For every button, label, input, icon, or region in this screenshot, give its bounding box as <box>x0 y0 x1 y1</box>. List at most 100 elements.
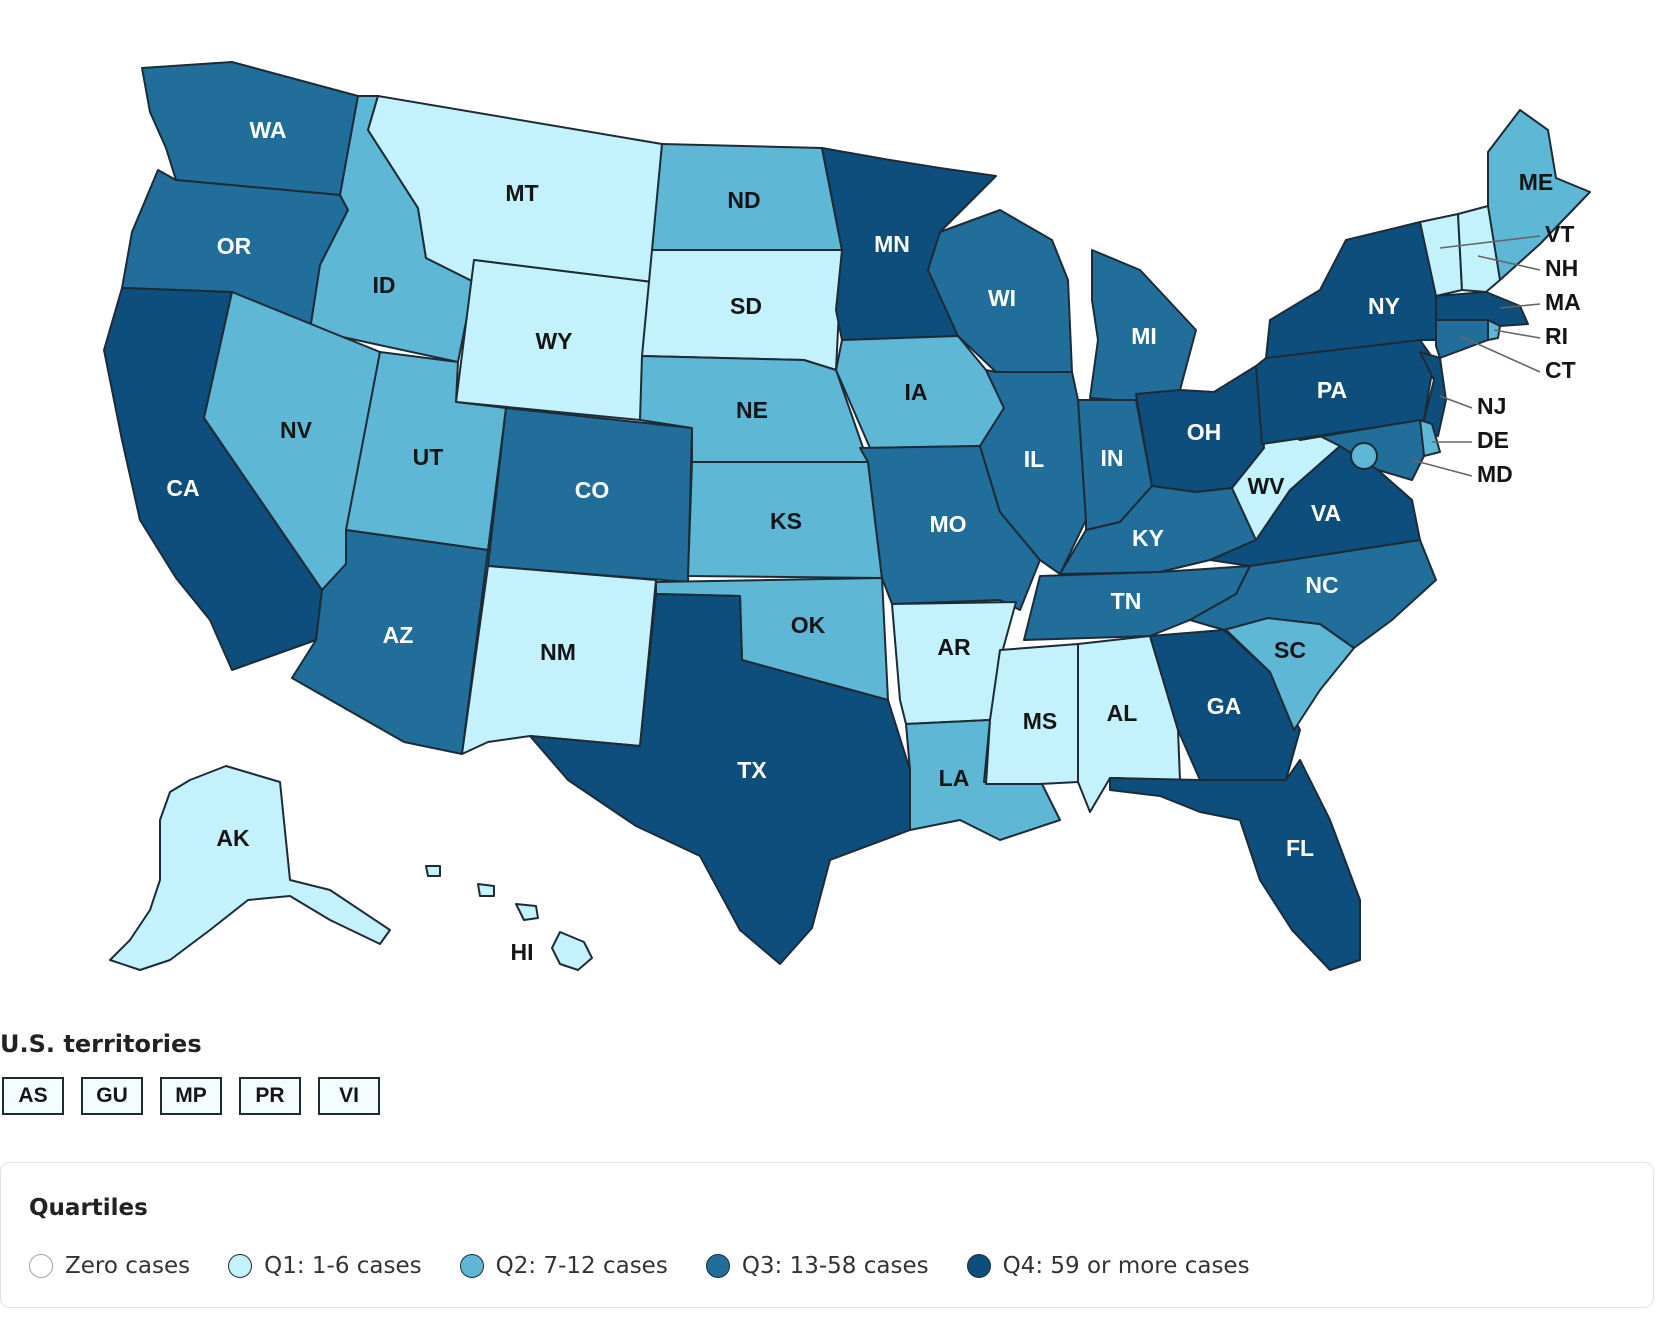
state-label-OK: OK <box>791 612 826 638</box>
us-states-map: WA OR CA ID NV MT WY UT AZ CO NM ND SD N… <box>103 61 1591 971</box>
state-label-AZ: AZ <box>383 622 414 648</box>
state-label-DE: DE <box>1477 427 1509 453</box>
state-label-WI: WI <box>988 285 1016 311</box>
state-label-AK: AK <box>216 825 250 851</box>
legend-item-zero: Zero cases <box>29 1253 190 1279</box>
state-label-MI: MI <box>1131 323 1157 349</box>
territory-button-VI[interactable]: VI <box>318 1077 380 1115</box>
legend-title: Quartiles <box>29 1195 148 1221</box>
state-label-KY: KY <box>1132 525 1164 551</box>
callout-line-NJ <box>1439 395 1473 409</box>
state-label-UT: UT <box>413 444 444 470</box>
state-IL[interactable] <box>979 369 1087 575</box>
state-NC[interactable] <box>1189 539 1437 649</box>
state-label-VA: VA <box>1311 500 1341 526</box>
state-label-PA: PA <box>1317 377 1347 403</box>
state-label-NV: NV <box>280 417 313 443</box>
state-label-TX: TX <box>737 757 767 783</box>
state-label-LA: LA <box>939 765 970 791</box>
state-label-TN: TN <box>1111 588 1142 614</box>
legend-swatch-q1 <box>228 1254 253 1278</box>
legend-swatch-zero <box>29 1254 53 1278</box>
legend-label: Q1: 1-6 cases <box>264 1253 422 1279</box>
state-TX[interactable] <box>529 593 911 965</box>
state-label-IN: IN <box>1101 445 1124 471</box>
state-label-MN: MN <box>874 231 910 257</box>
state-FL[interactable] <box>1109 759 1361 971</box>
state-label-IA: IA <box>905 379 928 405</box>
state-label-CT: CT <box>1545 357 1576 383</box>
state-NH[interactable] <box>1457 205 1501 293</box>
legend-item-q2: Q2: 7-12 cases <box>459 1253 668 1279</box>
state-label-SD: SD <box>730 293 762 319</box>
state-label-NE: NE <box>736 397 768 423</box>
state-label-NM: NM <box>540 639 576 665</box>
state-GA[interactable] <box>1149 629 1301 781</box>
territory-button-AS[interactable]: AS <box>2 1077 64 1115</box>
hawaii-island-oahu <box>477 883 495 897</box>
callout-line-MD <box>1411 459 1473 477</box>
state-DC[interactable] <box>1350 442 1378 470</box>
state-label-FL: FL <box>1286 835 1314 861</box>
legend-item-q3: Q3: 13-58 cases <box>705 1253 929 1279</box>
legend-swatch-q4 <box>966 1254 991 1278</box>
quartiles-legend: Quartiles Zero cases Q1: 1-6 cases Q2: 7-1… <box>0 1162 1654 1308</box>
state-LA[interactable] <box>905 719 1061 841</box>
callout-line-RI <box>1493 329 1541 339</box>
state-label-CA: CA <box>166 475 199 501</box>
state-label-RI: RI <box>1545 323 1568 349</box>
state-label-SC: SC <box>1274 637 1306 663</box>
territory-button-PR[interactable]: PR <box>239 1077 301 1115</box>
state-label-WY: WY <box>535 328 572 354</box>
state-label-VT: VT <box>1545 221 1574 247</box>
territories-title: U.S. territories <box>0 1030 202 1058</box>
state-label-ND: ND <box>727 187 760 213</box>
state-label-WV: WV <box>1247 473 1285 499</box>
legend-label: Q3: 13-58 cases <box>741 1253 929 1279</box>
state-KY[interactable] <box>1059 485 1257 575</box>
state-label-IL: IL <box>1024 446 1044 472</box>
state-label-OR: OR <box>217 233 252 259</box>
callout-line-NH <box>1477 255 1541 271</box>
state-label-KS: KS <box>770 508 802 534</box>
state-label-HI: HI <box>511 939 534 965</box>
state-label-MO: MO <box>929 511 966 537</box>
state-label-MT: MT <box>505 180 538 206</box>
state-label-ID: ID <box>373 272 396 298</box>
hawaii-island-kauai <box>425 865 441 877</box>
state-HI[interactable] <box>551 931 593 971</box>
legend-item-q1: Q1: 1-6 cases <box>228 1253 422 1279</box>
state-label-MS: MS <box>1023 708 1058 734</box>
state-label-NY: NY <box>1368 293 1400 319</box>
state-AZ[interactable] <box>291 529 489 755</box>
territory-button-MP[interactable]: MP <box>160 1077 222 1115</box>
state-label-NJ: NJ <box>1477 393 1506 419</box>
state-label-AL: AL <box>1107 700 1138 726</box>
territories-buttons: AS GU MP PR VI <box>2 1077 380 1115</box>
callout-line-VT <box>1439 235 1541 249</box>
hawaii-island-maui <box>515 903 539 921</box>
legend-item-q4: Q4: 59 or more cases <box>966 1253 1250 1279</box>
state-label-MA: MA <box>1545 289 1581 315</box>
small-state-callouts: VT NH MA RI CT NJ DE MD <box>1411 221 1581 487</box>
state-AK[interactable] <box>109 765 391 971</box>
state-NY[interactable] <box>1265 221 1437 359</box>
state-label-AR: AR <box>937 634 971 660</box>
state-label-MD: MD <box>1477 461 1513 487</box>
legend-label: Zero cases <box>65 1253 191 1279</box>
callout-line-MA <box>1499 303 1541 309</box>
legend-label: Q4: 59 or more cases <box>1002 1253 1250 1279</box>
state-label-OH: OH <box>1187 419 1222 445</box>
callout-line-CT <box>1459 335 1541 373</box>
legend-swatch-q3 <box>705 1254 730 1278</box>
state-label-NH: NH <box>1545 255 1578 281</box>
state-labels: WA OR CA ID NV MT WY UT AZ CO NM ND SD N… <box>166 117 1553 965</box>
legend-swatch-q2 <box>459 1254 484 1278</box>
state-label-ME: ME <box>1519 169 1554 195</box>
territory-button-GU[interactable]: GU <box>81 1077 143 1115</box>
state-label-NC: NC <box>1305 572 1338 598</box>
state-label-CO: CO <box>575 477 610 503</box>
state-CT[interactable] <box>1435 319 1489 359</box>
legend-label: Q2: 7-12 cases <box>495 1253 668 1279</box>
state-label-GA: GA <box>1207 693 1242 719</box>
